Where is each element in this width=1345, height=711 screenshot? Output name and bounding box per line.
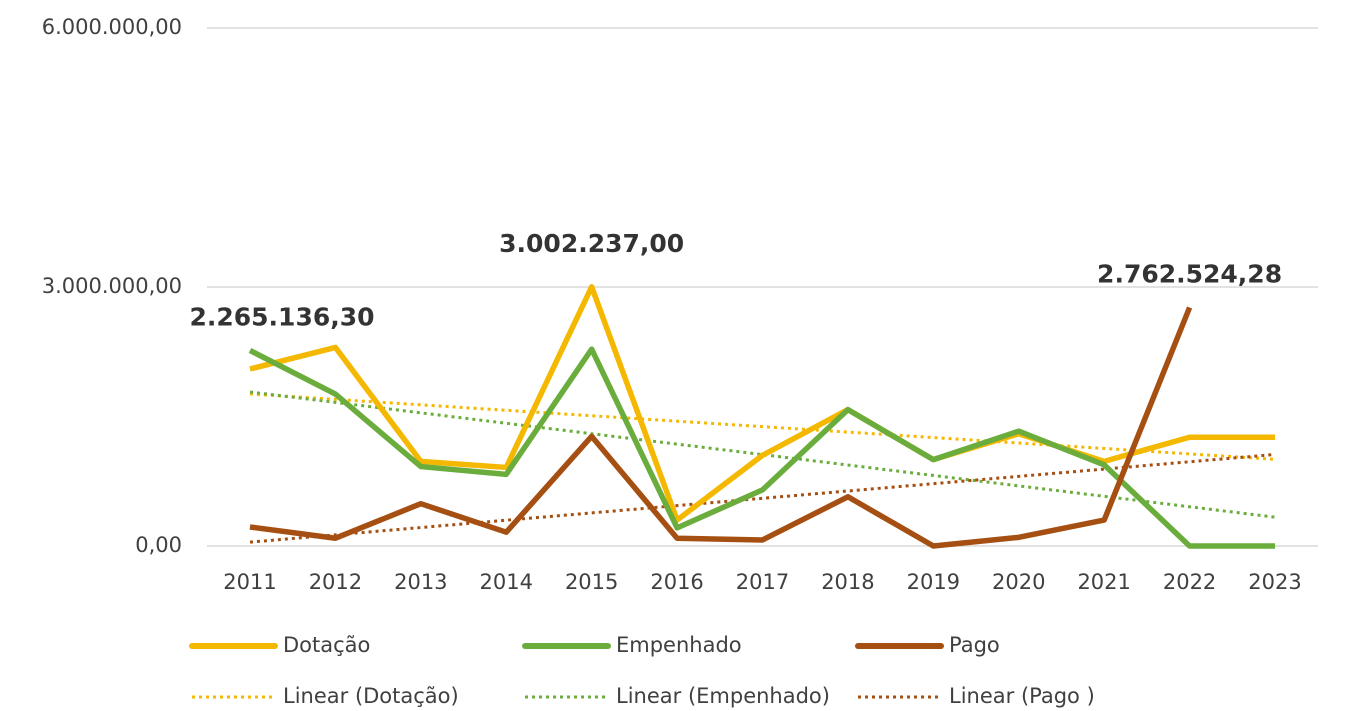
x-tick-label: 2013	[394, 570, 447, 594]
x-tick-label: 2016	[650, 570, 703, 594]
data-label: 2.265.136,30	[189, 302, 374, 331]
legend-label: Linear (Dotação)	[283, 684, 459, 708]
y-tick-label: 6.000.000,00	[42, 15, 182, 39]
legend-label: Linear (Empenhado)	[616, 684, 830, 708]
trend-line	[249, 392, 1276, 461]
legend-label: Dotação	[283, 633, 370, 657]
x-tick-label: 2017	[736, 570, 789, 594]
legend-label: Empenhado	[616, 633, 742, 657]
y-tick-label: 0,00	[135, 533, 182, 557]
x-tick-label: 2014	[480, 570, 533, 594]
series-line	[249, 306, 1193, 549]
x-tick-label: 2019	[907, 570, 960, 594]
x-tick-label: 2011	[223, 570, 276, 594]
series-line	[248, 346, 1275, 549]
legend-label: Pago	[949, 633, 1000, 657]
data-label: 2.762.524,28	[1097, 260, 1282, 289]
y-tick-label: 3.000.000,00	[42, 274, 182, 298]
x-tick-label: 2020	[992, 570, 1045, 594]
x-tick-label: 2023	[1248, 570, 1301, 594]
x-tick-label: 2022	[1163, 570, 1216, 594]
x-tick-label: 2012	[309, 570, 362, 594]
x-tick-label: 2018	[821, 570, 874, 594]
legend-label: Linear (Pago )	[949, 684, 1095, 708]
x-tick-label: 2015	[565, 570, 618, 594]
data-label: 3.002.237,00	[499, 229, 684, 258]
series-line	[249, 284, 1275, 523]
x-tick-label: 2021	[1077, 570, 1130, 594]
